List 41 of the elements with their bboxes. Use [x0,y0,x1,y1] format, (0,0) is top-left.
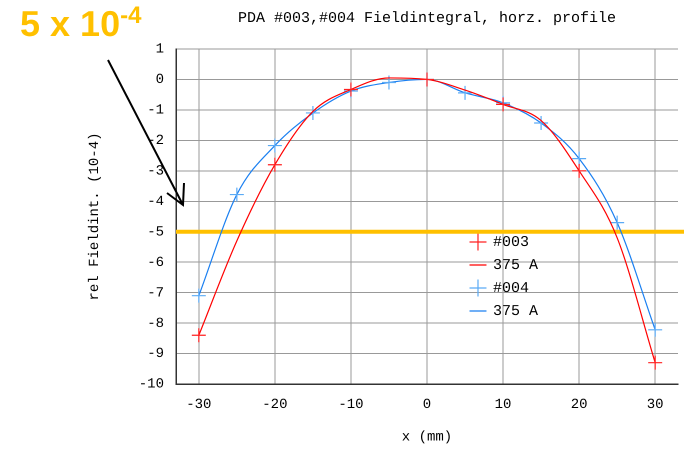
x-tick-label: -10 [338,397,364,414]
y-tick-label: -2 [147,133,164,150]
y-tick-label: -1 [147,102,164,119]
point [229,186,244,202]
point [648,355,663,370]
x-tick-label: 30 [646,397,664,414]
y-tick-label: -4 [147,194,164,210]
y-axis-title: rel Fieldint. (10-4) [87,132,104,301]
text: 5 x 10$^{-4}$ [20,2,142,45]
y-tick-label: -5 [147,224,164,240]
y-tick-label: -3 [147,164,164,180]
legend-label: #003 [492,234,530,251]
chart-title: PDA #003,#004 Fieldintegral, horz. profile [238,10,616,27]
y-tick-label: -9 [147,346,164,362]
legend-label: 375 A [492,256,538,274]
x-tick-label: -30 [186,397,212,414]
y-tick-label: 0 [156,72,164,88]
legend-label: 375 A [492,302,538,320]
point [572,163,587,178]
point [305,105,321,121]
y-tick-label: -7 [147,285,164,302]
point [572,151,587,166]
x-tick-label: 0 [422,397,432,414]
x-tick-label: -20 [262,397,288,414]
x-tick-label: 20 [570,397,588,414]
x-tick-label: 10 [494,397,512,414]
point [648,322,663,338]
point [191,288,206,304]
y-tick-label: 1 [156,42,164,58]
point [191,328,206,343]
point [267,157,282,172]
y-tick-label: -10 [138,376,164,393]
legend-label: #004 [492,280,530,297]
point [533,115,549,131]
point [457,85,473,100]
y-tick-label: -6 [147,254,164,271]
point [267,138,282,154]
y-tick-label: -8 [147,316,164,332]
x-axis-title: x (mm) [402,429,452,446]
point [610,214,625,230]
point [381,74,397,90]
